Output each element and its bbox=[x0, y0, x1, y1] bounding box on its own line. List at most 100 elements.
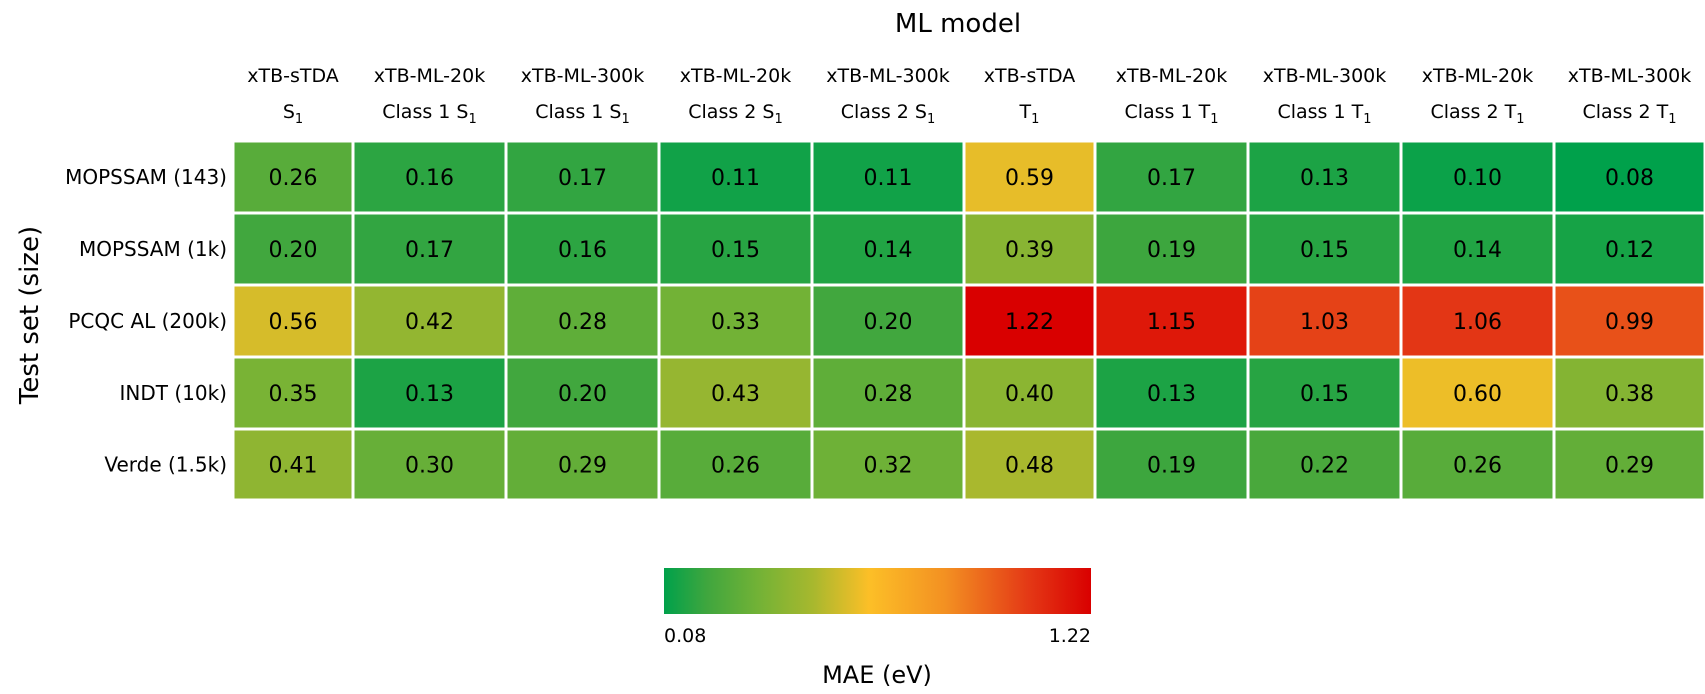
row-label: Verde (1.5k) bbox=[104, 453, 227, 477]
cell-value-label: 0.26 bbox=[1453, 454, 1502, 479]
cell-value-label: 0.60 bbox=[1453, 382, 1502, 407]
cell-value-label: 0.29 bbox=[558, 454, 607, 479]
cell-value-label: 0.56 bbox=[269, 310, 318, 335]
colorbar-gradient bbox=[664, 568, 1091, 614]
heatmap-cell bbox=[351, 427, 508, 502]
heatmap-cell bbox=[351, 139, 508, 215]
cell-value-label: 0.10 bbox=[1453, 166, 1502, 191]
cell-value-label: 0.28 bbox=[558, 310, 607, 335]
cell-value-label: 0.13 bbox=[1300, 166, 1349, 191]
heatmap-cell bbox=[810, 427, 966, 502]
heatmap-cell bbox=[1552, 355, 1705, 431]
column-header-model: xTB-sTDA bbox=[247, 65, 339, 87]
cell-value-label: 0.13 bbox=[405, 382, 454, 407]
cell-value-label: 0.32 bbox=[864, 454, 913, 479]
x-axis-title: ML model bbox=[895, 9, 1021, 39]
heatmap-cell bbox=[1552, 139, 1705, 215]
heatmap-cells: 0.26 0.16 0.17 0.11 0.11 0.59 0.17 0.13 0.10 0.08… bbox=[231, 139, 1705, 502]
cell-value-label: 0.38 bbox=[1605, 382, 1654, 407]
heatmap-cell bbox=[231, 283, 355, 359]
column-header-state: Class 1 T1 bbox=[1124, 101, 1218, 127]
cell-value-label: 0.28 bbox=[864, 382, 913, 407]
column-header-model: xTB-ML-20k bbox=[1116, 65, 1227, 87]
heatmap-cell bbox=[231, 139, 355, 215]
cell-value-label: 1.03 bbox=[1300, 310, 1349, 335]
cell-value-label: 0.11 bbox=[711, 166, 760, 191]
column-header-model: xTB-ML-300k bbox=[521, 65, 645, 87]
column-header-model: xTB-sTDA bbox=[984, 65, 1076, 87]
cell-value-label: 0.35 bbox=[269, 382, 318, 407]
cell-value-label: 0.16 bbox=[405, 166, 454, 191]
heatmap-cell bbox=[351, 283, 508, 359]
column-header-model: xTB-ML-300k bbox=[1263, 65, 1387, 87]
cell-value-label: 0.08 bbox=[1605, 166, 1654, 191]
cell-value-label: 0.29 bbox=[1605, 454, 1654, 479]
heatmap-cell bbox=[1552, 283, 1705, 359]
column-header-state: Class 2 S1 bbox=[688, 101, 783, 127]
cell-value-label: 0.20 bbox=[269, 238, 318, 263]
cell-value-label: 0.19 bbox=[1147, 238, 1196, 263]
cell-value-label: 1.06 bbox=[1453, 310, 1502, 335]
heatmap-cell bbox=[1399, 427, 1556, 502]
column-header-state: Class 2 T1 bbox=[1582, 101, 1676, 127]
cell-value-label: 0.19 bbox=[1147, 454, 1196, 479]
cell-value-label: 0.14 bbox=[864, 238, 913, 263]
colorbar-title: MAE (eV) bbox=[822, 661, 932, 689]
column-header-model: xTB-ML-20k bbox=[1422, 65, 1533, 87]
column-header-model: xTB-ML-20k bbox=[374, 65, 485, 87]
heatmap-cell bbox=[962, 427, 1097, 502]
colorbar-max-label: 1.22 bbox=[1049, 625, 1091, 647]
cell-value-label: 0.26 bbox=[711, 454, 760, 479]
column-header-state: Class 2 T1 bbox=[1430, 101, 1524, 127]
column-headers: xTB-sTDA S1 xTB-ML-20k Class 1 S1 xTB-ML-300… bbox=[247, 65, 1691, 127]
colorbar-min-label: 0.08 bbox=[664, 625, 706, 647]
row-label: MOPSSAM (143) bbox=[65, 165, 227, 189]
heatmap-cell bbox=[962, 355, 1097, 431]
cell-value-label: 0.39 bbox=[1005, 238, 1054, 263]
row-label: PCQC AL (200k) bbox=[68, 309, 227, 333]
cell-value-label: 0.48 bbox=[1005, 454, 1054, 479]
cell-value-label: 0.17 bbox=[558, 166, 607, 191]
column-header-state: Class 1 T1 bbox=[1277, 101, 1371, 127]
heatmap-cell bbox=[1246, 283, 1403, 359]
cell-value-label: 0.13 bbox=[1147, 382, 1196, 407]
row-labels: MOPSSAM (143) MOPSSAM (1k) PCQC AL (200k) I… bbox=[65, 165, 227, 477]
y-axis-title: Test set (size) bbox=[15, 226, 45, 405]
column-header-state: T1 bbox=[1019, 101, 1040, 127]
cell-value-label: 0.41 bbox=[269, 454, 318, 479]
cell-value-label: 0.43 bbox=[711, 382, 760, 407]
cell-value-label: 0.33 bbox=[711, 310, 760, 335]
cell-value-label: 0.42 bbox=[405, 310, 454, 335]
cell-value-label: 0.22 bbox=[1300, 454, 1349, 479]
heatmap-cell bbox=[810, 211, 966, 287]
cell-value-label: 0.12 bbox=[1605, 238, 1654, 263]
cell-value-label: 0.17 bbox=[405, 238, 454, 263]
cell-value-label: 0.40 bbox=[1005, 382, 1054, 407]
cell-value-label: 0.99 bbox=[1605, 310, 1654, 335]
column-header-state: S1 bbox=[283, 101, 303, 127]
cell-value-label: 0.59 bbox=[1005, 166, 1054, 191]
cell-value-label: 0.17 bbox=[1147, 166, 1196, 191]
column-header-state: Class 1 S1 bbox=[382, 101, 477, 127]
heatmap-cell bbox=[1093, 427, 1250, 502]
column-header-state: Class 2 S1 bbox=[841, 101, 936, 127]
cell-value-label: 0.20 bbox=[558, 382, 607, 407]
column-header-model: xTB-ML-20k bbox=[680, 65, 791, 87]
colorbar: 0.08 1.22 MAE (eV) bbox=[664, 568, 1091, 689]
cell-value-label: 0.14 bbox=[1453, 238, 1502, 263]
heatmap-cell bbox=[1552, 211, 1705, 287]
heatmap-cell bbox=[810, 283, 966, 359]
heatmap-cell bbox=[810, 355, 966, 431]
heatmap-cell bbox=[1552, 427, 1705, 502]
row-label: MOPSSAM (1k) bbox=[79, 237, 227, 261]
heatmap-cell bbox=[1399, 211, 1556, 287]
heatmap-cell bbox=[1246, 139, 1403, 215]
cell-value-label: 0.15 bbox=[1300, 382, 1349, 407]
heatmap-cell bbox=[1399, 283, 1556, 359]
heatmap-cell bbox=[504, 211, 661, 287]
cell-value-label: 0.16 bbox=[558, 238, 607, 263]
heatmap-cell bbox=[351, 211, 508, 287]
heatmap-cell bbox=[1093, 283, 1250, 359]
heatmap-cell bbox=[657, 427, 814, 502]
